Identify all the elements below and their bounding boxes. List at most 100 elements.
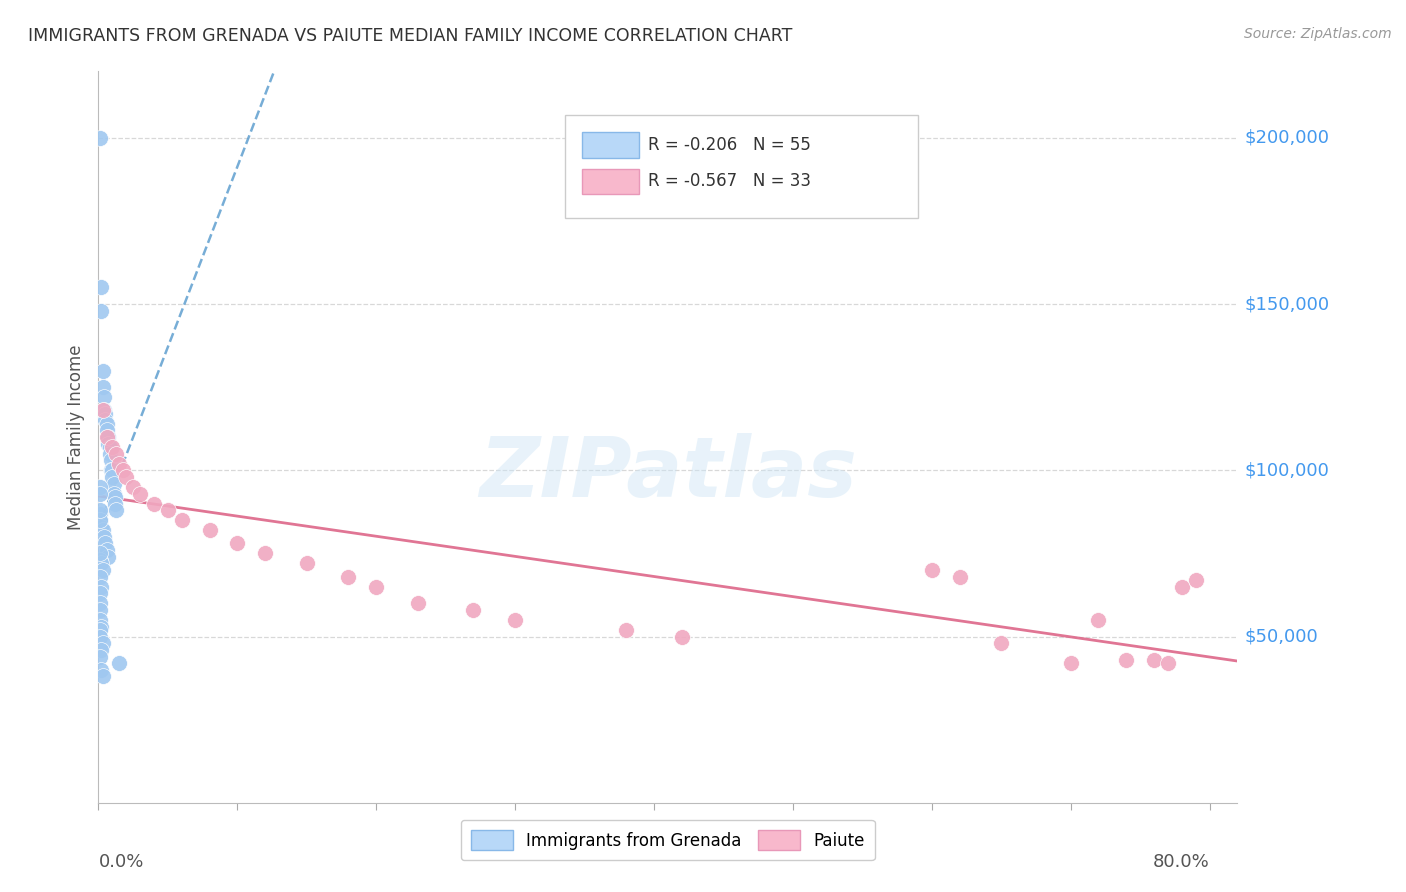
Text: R = -0.567   N = 33: R = -0.567 N = 33 — [648, 172, 811, 190]
Point — [90, 280, 112, 294]
Point — [97, 549, 120, 564]
Point — [98, 447, 121, 461]
Point — [91, 403, 114, 417]
Point — [1115, 653, 1137, 667]
Point — [122, 480, 145, 494]
Point — [295, 557, 318, 571]
Text: 0.0%: 0.0% — [98, 853, 143, 871]
Point — [948, 570, 970, 584]
Point — [198, 523, 221, 537]
Legend: Immigrants from Grenada, Paiute: Immigrants from Grenada, Paiute — [461, 820, 875, 860]
Text: $100,000: $100,000 — [1244, 461, 1329, 479]
Point — [96, 424, 118, 438]
Point — [89, 586, 111, 600]
Point — [921, 563, 943, 577]
Point — [90, 643, 112, 657]
Point — [990, 636, 1012, 650]
Y-axis label: Median Family Income: Median Family Income — [66, 344, 84, 530]
Point — [503, 613, 526, 627]
Point — [108, 457, 131, 471]
Point — [104, 490, 127, 504]
Point — [91, 636, 114, 650]
Point — [89, 486, 111, 500]
Point — [671, 630, 693, 644]
Point — [91, 669, 114, 683]
Text: 80.0%: 80.0% — [1153, 853, 1209, 871]
Point — [129, 486, 152, 500]
Point — [89, 507, 111, 521]
FancyBboxPatch shape — [565, 115, 918, 218]
Point — [90, 557, 112, 571]
Point — [89, 630, 111, 644]
FancyBboxPatch shape — [582, 169, 640, 194]
Point — [1170, 580, 1192, 594]
Point — [101, 470, 124, 484]
Point — [170, 513, 193, 527]
Point — [90, 520, 112, 534]
Point — [406, 596, 429, 610]
Point — [366, 580, 388, 594]
Point — [97, 430, 120, 444]
Point — [101, 463, 124, 477]
Point — [614, 623, 637, 637]
Point — [89, 623, 111, 637]
Point — [94, 407, 117, 421]
Point — [89, 570, 111, 584]
Point — [91, 363, 114, 377]
Point — [90, 663, 112, 677]
Point — [89, 596, 111, 610]
Point — [93, 530, 115, 544]
Point — [1157, 656, 1180, 670]
Point — [89, 513, 111, 527]
Point — [94, 413, 117, 427]
Point — [89, 480, 111, 494]
Point — [103, 486, 125, 500]
Point — [89, 553, 111, 567]
Point — [91, 380, 114, 394]
Point — [89, 131, 111, 145]
Point — [226, 536, 249, 550]
Point — [97, 436, 120, 450]
Point — [96, 417, 118, 431]
Point — [89, 546, 111, 560]
Text: R = -0.206   N = 55: R = -0.206 N = 55 — [648, 136, 811, 153]
Point — [101, 440, 124, 454]
Point — [98, 440, 121, 454]
Point — [100, 453, 122, 467]
Point — [104, 497, 127, 511]
Point — [254, 546, 277, 560]
Text: IMMIGRANTS FROM GRENADA VS PAIUTE MEDIAN FAMILY INCOME CORRELATION CHART: IMMIGRANTS FROM GRENADA VS PAIUTE MEDIAN… — [28, 27, 793, 45]
Point — [94, 536, 117, 550]
Point — [93, 403, 115, 417]
Text: ZIPatlas: ZIPatlas — [479, 434, 856, 514]
Point — [96, 543, 118, 558]
Point — [89, 649, 111, 664]
Point — [100, 463, 122, 477]
Point — [89, 603, 111, 617]
Point — [93, 390, 115, 404]
Point — [156, 503, 179, 517]
Point — [91, 563, 114, 577]
FancyBboxPatch shape — [582, 132, 640, 158]
Point — [90, 580, 112, 594]
Point — [463, 603, 485, 617]
Point — [337, 570, 360, 584]
Point — [1184, 573, 1206, 587]
Text: $150,000: $150,000 — [1244, 295, 1329, 313]
Text: $200,000: $200,000 — [1244, 128, 1329, 147]
Text: Source: ZipAtlas.com: Source: ZipAtlas.com — [1244, 27, 1392, 41]
Point — [89, 613, 111, 627]
Point — [89, 503, 111, 517]
Point — [90, 303, 112, 318]
Point — [96, 430, 118, 444]
Point — [108, 656, 131, 670]
Point — [1143, 653, 1166, 667]
Point — [1059, 656, 1081, 670]
Point — [143, 497, 166, 511]
Point — [90, 619, 112, 633]
Point — [112, 463, 135, 477]
Point — [103, 476, 125, 491]
Point — [1087, 613, 1109, 627]
Point — [105, 447, 128, 461]
Point — [91, 523, 114, 537]
